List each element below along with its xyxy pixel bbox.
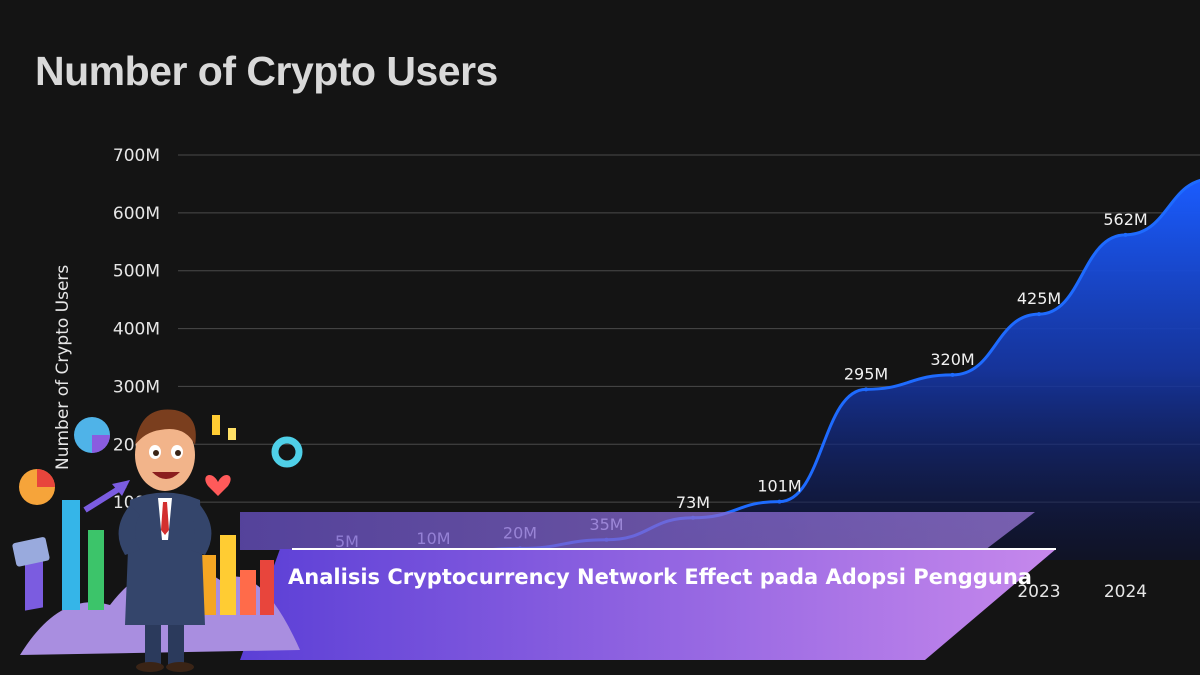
businessman-figure <box>118 409 212 672</box>
x-tick-label: 2024 <box>1104 582 1147 602</box>
y-tick-label: 300M <box>113 377 160 397</box>
data-label: 425M <box>1017 289 1061 308</box>
y-tick-label: 700M <box>113 146 160 166</box>
bar-icon <box>260 560 274 615</box>
y-tick-label: 400M <box>113 320 160 340</box>
data-point <box>1037 312 1041 317</box>
series-area-fill <box>347 180 1200 560</box>
banner-shape <box>240 549 1056 660</box>
ring-icon <box>271 436 303 468</box>
data-point <box>950 372 955 377</box>
data-label: 295M <box>844 364 888 383</box>
grid-lines <box>178 154 1200 503</box>
bar-icon <box>240 570 256 615</box>
x-tick-label: 2023 <box>1017 582 1060 602</box>
data-label: 73M <box>676 493 710 512</box>
data-label: 320M <box>930 350 974 369</box>
bar-icon <box>220 535 236 615</box>
banner-back-shape <box>240 512 1035 550</box>
heart-icon <box>205 475 231 496</box>
bar-icon <box>62 500 80 610</box>
card-icon <box>12 537 50 567</box>
x-axis-ticks: 2023202420 <box>1017 582 1147 602</box>
y-tick-label: 600M <box>113 204 160 224</box>
banner-title: Analisis Cryptocurrency Network Effect p… <box>288 565 1032 589</box>
y-tick-label: 500M <box>113 262 160 282</box>
businessman-illustration <box>12 409 303 672</box>
bar-icon <box>88 530 104 610</box>
data-label: 101M <box>757 477 801 496</box>
data-point <box>864 387 868 392</box>
y-axis-title: Number of Crypto Users <box>53 265 73 470</box>
data-point <box>777 499 782 504</box>
data-point <box>1123 232 1128 237</box>
chart-title: Number of Crypto Users <box>35 48 498 94</box>
data-label: 562M <box>1103 210 1147 229</box>
